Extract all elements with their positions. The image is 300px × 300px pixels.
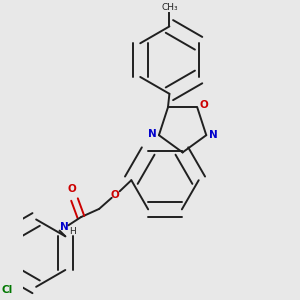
Text: N: N [209, 130, 218, 140]
Text: CH₃: CH₃ [161, 3, 178, 12]
Text: O: O [111, 190, 120, 200]
Text: H: H [69, 227, 76, 236]
Text: Cl: Cl [1, 285, 13, 295]
Text: O: O [199, 100, 208, 110]
Text: N: N [60, 222, 68, 232]
Text: N: N [148, 129, 157, 139]
Text: O: O [68, 184, 76, 194]
